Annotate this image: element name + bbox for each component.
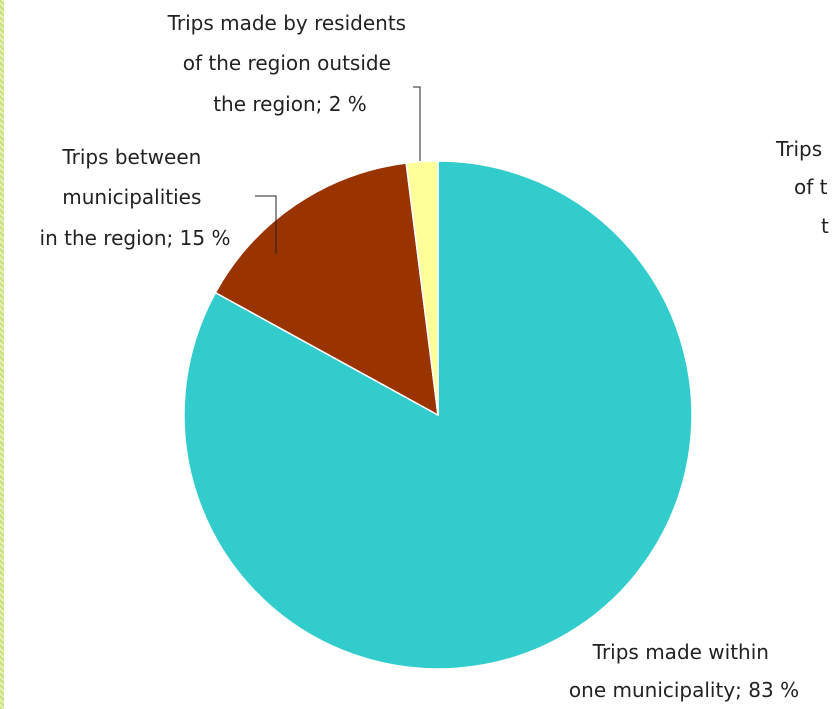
label-line: t [821, 214, 829, 238]
label-line: one municipality; 83 % [569, 678, 799, 702]
leader-line-outside-region [413, 86, 421, 161]
slice-between-municipalities [214, 162, 439, 417]
label-line: of the region outside [183, 51, 391, 75]
label-line: Trips between [61, 145, 201, 169]
left-border-decoration [0, 0, 4, 709]
label-line: the region; 2 % [213, 92, 367, 116]
label-line: municipalities [62, 185, 201, 209]
slice-label-within-municipality: Trips made within one municipality; 83 % [569, 640, 799, 702]
label-line: Trips [775, 137, 822, 161]
slice-label-between-municipalities: Trips between municipalities in the regi… [40, 145, 231, 250]
slice-label-outside-region: Trips made by residents of the region ou… [167, 11, 413, 116]
cut-off-label: Trips of t t [775, 137, 834, 238]
label-line: of t [794, 175, 828, 199]
slice-outside-region [405, 160, 439, 416]
label-line: in the region; 15 % [40, 226, 231, 250]
label-line: Trips made by residents [167, 11, 407, 35]
pie-slices [183, 160, 693, 670]
label-line: Trips made within [592, 640, 769, 664]
leader-line-between-municipalities [255, 195, 277, 254]
leader-lines [255, 86, 421, 254]
